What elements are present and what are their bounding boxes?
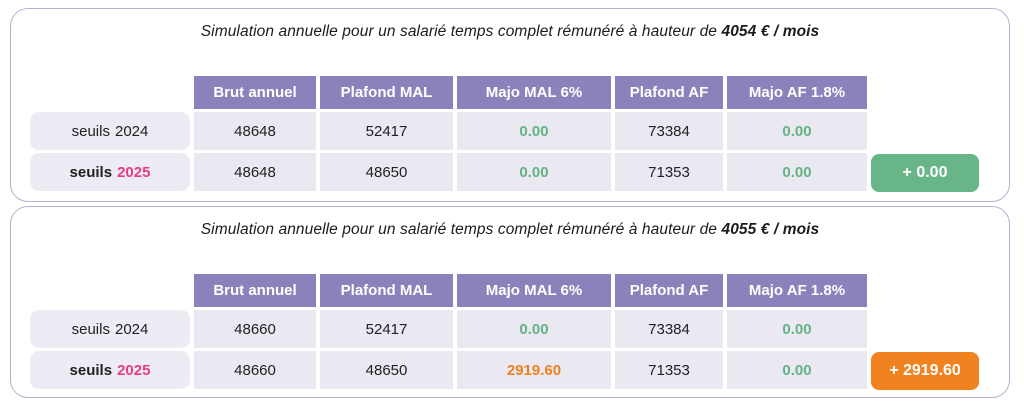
cell-brut-annuel: 48648 (194, 112, 316, 150)
column-header-plafond-af: Plafond AF (615, 274, 723, 307)
panel-title: Simulation annuelle pour un salarié temp… (11, 23, 1009, 41)
cell-plafond-af: 71353 (615, 351, 723, 389)
column-header-plafond-af: Plafond AF (615, 76, 723, 109)
row-label-seuils-2025: seuils 2025 (30, 153, 190, 191)
simulation-table: Brut annuel Plafond MAL Majo MAL 6% Plaf… (30, 76, 867, 191)
panel-title-amount: 4054 € / mois (721, 23, 820, 40)
panel-title-text: Simulation annuelle pour un salarié temp… (200, 221, 718, 238)
row-label-word: seuils (69, 361, 113, 379)
cell-majo-af: 0.00 (727, 310, 867, 348)
panel-title: Simulation annuelle pour un salarié temp… (11, 221, 1009, 239)
column-header-majo-mal: Majo MAL 6% (457, 76, 611, 109)
column-header-brut-annuel: Brut annuel (194, 76, 316, 109)
table-corner-spacer (30, 274, 190, 307)
cell-plafond-af: 73384 (615, 310, 723, 348)
cell-brut-annuel: 48648 (194, 153, 316, 191)
cell-majo-mal: 2919.60 (457, 351, 611, 389)
cell-majo-mal: 0.00 (457, 112, 611, 150)
cell-plafond-mal: 52417 (320, 112, 453, 150)
delta-total-badge: + 2919.60 (871, 352, 979, 390)
row-label-year: 2025 (117, 361, 151, 379)
cell-plafond-mal: 52417 (320, 310, 453, 348)
row-label-seuils-2024: seuils 2024 (30, 310, 190, 348)
column-header-brut-annuel: Brut annuel (194, 274, 316, 307)
cell-brut-annuel: 48660 (194, 351, 316, 389)
cell-plafond-mal: 48650 (320, 351, 453, 389)
row-label-word: seuils (71, 320, 110, 338)
row-label-word: seuils (69, 163, 113, 181)
cell-majo-mal: 0.00 (457, 153, 611, 191)
row-label-year: 2025 (117, 163, 151, 181)
cell-majo-mal: 0.00 (457, 310, 611, 348)
column-header-majo-af: Majo AF 1.8% (727, 274, 867, 307)
cell-majo-af: 0.00 (727, 153, 867, 191)
table-corner-spacer (30, 76, 190, 109)
row-label-seuils-2024: seuils 2024 (30, 112, 190, 150)
column-header-plafond-mal: Plafond MAL (320, 274, 453, 307)
cell-majo-af: 0.00 (727, 351, 867, 389)
row-label-seuils-2025: seuils 2025 (30, 351, 190, 389)
column-header-majo-mal: Majo MAL 6% (457, 274, 611, 307)
cell-plafond-af: 71353 (615, 153, 723, 191)
row-label-year: 2024 (114, 122, 149, 140)
simulation-table: Brut annuel Plafond MAL Majo MAL 6% Plaf… (30, 274, 867, 389)
cell-majo-af: 0.00 (727, 112, 867, 150)
row-label-year: 2024 (114, 320, 149, 338)
panel-title-amount: 4055 € / mois (721, 221, 820, 238)
column-header-plafond-mal: Plafond MAL (320, 76, 453, 109)
column-header-majo-af: Majo AF 1.8% (727, 76, 867, 109)
row-label-word: seuils (71, 122, 110, 140)
simulation-panel-4055: Simulation annuelle pour un salarié temp… (10, 206, 1010, 398)
cell-plafond-af: 73384 (615, 112, 723, 150)
cell-brut-annuel: 48660 (194, 310, 316, 348)
cell-plafond-mal: 48650 (320, 153, 453, 191)
simulation-panel-4054: Simulation annuelle pour un salarié temp… (10, 8, 1010, 202)
panel-title-text: Simulation annuelle pour un salarié temp… (200, 23, 718, 40)
delta-total-badge: + 0.00 (871, 154, 979, 192)
